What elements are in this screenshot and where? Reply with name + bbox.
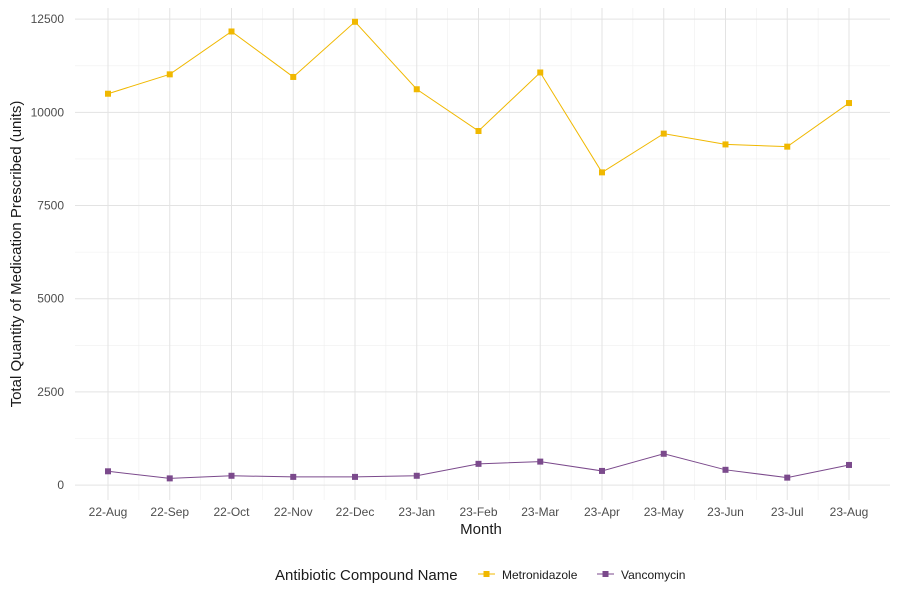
- legend: Antibiotic Compound Name Metronidazole Va…: [275, 567, 685, 584]
- x-tick-label: 22-Sep: [150, 505, 189, 519]
- data-point: [846, 100, 852, 107]
- data-point: [166, 475, 173, 482]
- data-point: [537, 458, 544, 465]
- data-point: [722, 141, 729, 148]
- x-tick-label: 23-May: [644, 505, 684, 519]
- x-tick-label: 23-Jun: [707, 505, 744, 519]
- data-point: [784, 143, 791, 150]
- x-axis-ticks: 22-Aug 22-Sep 22-Oct 22-Nov 22-Dec 23-Jan 23-F…: [89, 505, 869, 519]
- x-tick-label: 23-Apr: [584, 505, 620, 519]
- x-axis-title: Month: [460, 521, 502, 538]
- x-tick-label: 22-Nov: [274, 505, 313, 519]
- series-vancomycin: [105, 450, 852, 482]
- data-point: [352, 473, 358, 480]
- legend-key-marker: [602, 571, 609, 577]
- grid: [75, 8, 890, 500]
- y-tick-label: 5000: [37, 292, 64, 306]
- data-point: [599, 169, 605, 176]
- data-point: [660, 450, 667, 457]
- data-point: [599, 467, 605, 474]
- data-point: [166, 71, 173, 78]
- data-point: [352, 18, 358, 25]
- legend-label: Vancomycin: [621, 568, 685, 582]
- data-point: [105, 90, 111, 97]
- x-tick-label: 23-Jan: [398, 505, 435, 519]
- data-point: [105, 468, 111, 475]
- data-point: [537, 69, 544, 76]
- legend-label: Metronidazole: [502, 568, 578, 582]
- data-point: [413, 472, 420, 479]
- legend-title: Antibiotic Compound Name: [275, 567, 458, 584]
- x-tick-label: 23-Feb: [459, 505, 497, 519]
- legend-item-metronidazole: Metronidazole: [478, 568, 578, 582]
- legend-key-marker: [483, 571, 490, 577]
- x-tick-label: 22-Dec: [336, 505, 375, 519]
- data-point: [722, 466, 729, 473]
- legend-item-vancomycin: Vancomycin: [597, 568, 685, 582]
- x-tick-label: 22-Oct: [213, 505, 250, 519]
- y-tick-label: 2500: [37, 385, 64, 399]
- data-point: [846, 461, 852, 468]
- x-tick-label: 22-Aug: [89, 505, 128, 519]
- y-tick-label: 0: [57, 478, 64, 492]
- y-axis-title: Total Quantity of Medication Prescribed …: [8, 101, 25, 408]
- x-tick-label: 23-Mar: [521, 505, 559, 519]
- data-point: [228, 28, 235, 35]
- y-tick-label: 10000: [31, 105, 65, 119]
- data-point: [660, 130, 667, 137]
- data-point: [413, 86, 420, 93]
- y-axis-ticks: 0 2500 5000 7500 10000 12500: [31, 12, 65, 492]
- data-point: [290, 73, 297, 80]
- x-tick-label: 23-Jul: [771, 505, 804, 519]
- series-metronidazole: [105, 18, 852, 176]
- plot-area: [105, 18, 852, 482]
- data-point: [475, 460, 482, 467]
- y-tick-label: 7500: [37, 199, 64, 213]
- x-tick-label: 23-Aug: [830, 505, 869, 519]
- y-tick-label: 12500: [31, 12, 65, 26]
- data-point: [784, 474, 791, 481]
- data-point: [290, 473, 297, 480]
- data-point: [228, 472, 235, 479]
- data-point: [475, 128, 482, 134]
